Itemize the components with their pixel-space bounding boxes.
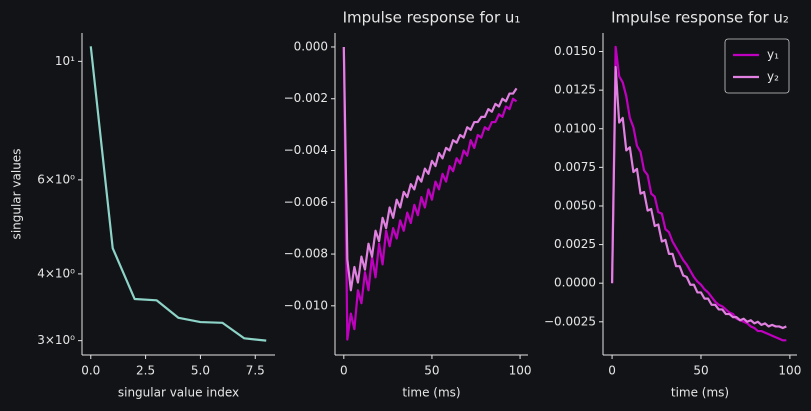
x-tick-label: 0.0 [81, 364, 100, 378]
y-tick-label: −0.0025 [544, 314, 596, 328]
x-tick-label: 0 [340, 364, 348, 378]
y-tick-label: 4×10⁰ [37, 266, 75, 280]
y-tick-label: 0.000 [294, 39, 328, 53]
y-tick-label: 0.0100 [554, 121, 596, 135]
y-tick-label: 6×10⁰ [37, 172, 75, 186]
y-tick-label: 0.0050 [554, 198, 596, 212]
y-tick-label: −0.006 [284, 195, 328, 209]
x-tick-label: 7.5 [246, 364, 265, 378]
y-tick-label: −0.010 [284, 298, 328, 312]
y-axis-label: singular values [10, 149, 24, 240]
y-tick-label: −0.002 [284, 91, 328, 105]
y-tick-label: 0.0075 [554, 160, 596, 174]
y-tick-label: −0.004 [284, 143, 328, 157]
x-axis-label: singular value index [118, 386, 239, 400]
legend-label: y₁ [767, 48, 779, 62]
series-line [342, 46, 518, 292]
y-tick-label: 0.0150 [554, 44, 596, 58]
y-tick-label: 10¹ [55, 54, 75, 68]
x-tick-label: 5.0 [191, 364, 210, 378]
x-tick-label: 50 [424, 364, 439, 378]
x-tick-label: 2.5 [136, 364, 155, 378]
y-tick-label: 0.0125 [554, 83, 596, 97]
legend-label: y₂ [767, 70, 779, 84]
x-tick-label: 100 [509, 364, 532, 378]
y-tick-label: 0.0025 [554, 237, 596, 251]
x-tick-label: 50 [693, 364, 708, 378]
x-axis-label: time (ms) [671, 386, 729, 400]
legend-box [724, 38, 790, 94]
chart-title: Impulse response for u₂ [611, 9, 789, 27]
y-tick-label: 3×10⁰ [37, 333, 75, 347]
x-axis-label: time (ms) [402, 386, 460, 400]
series-line [610, 45, 787, 342]
chart-title: Impulse response for u₁ [343, 9, 521, 27]
x-tick-label: 100 [778, 364, 801, 378]
x-tick-label: 0 [608, 364, 616, 378]
y-tick-label: −0.008 [284, 247, 328, 261]
series-line [610, 65, 787, 330]
series-line [342, 46, 518, 341]
y-tick-label: 0.0000 [554, 276, 596, 290]
series-line [89, 46, 267, 342]
